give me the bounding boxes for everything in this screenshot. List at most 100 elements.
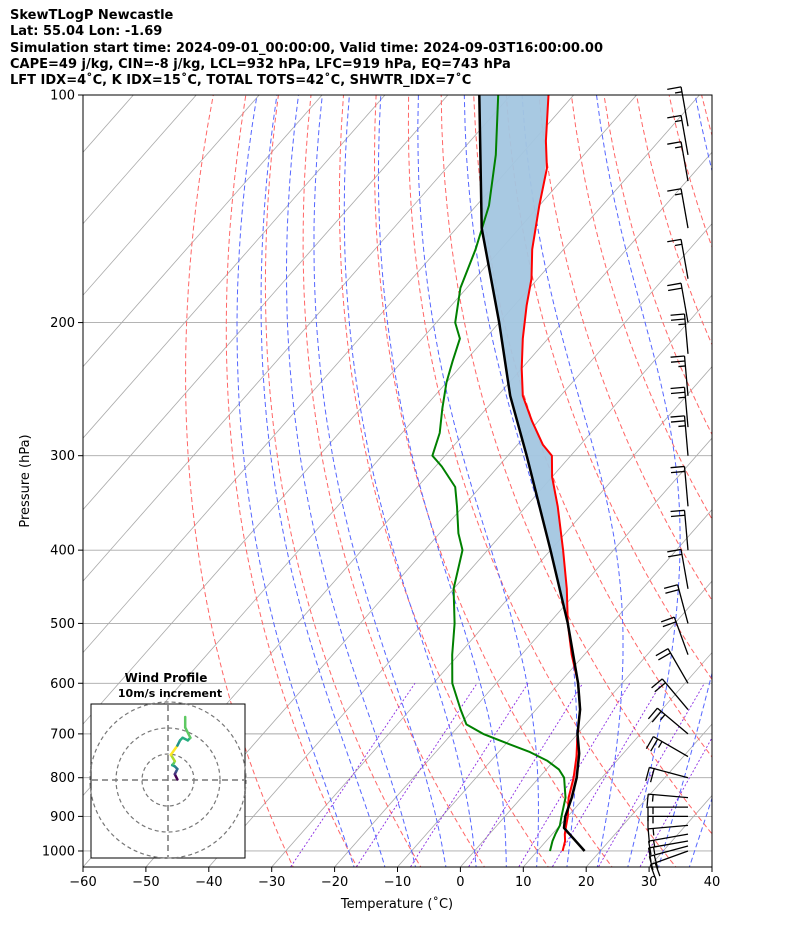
barb-staff — [680, 549, 689, 589]
barb-flag — [668, 553, 683, 558]
barb-flag — [662, 621, 677, 628]
barb-staff — [673, 616, 689, 655]
barb-flag — [651, 678, 663, 689]
barb-staff — [661, 678, 689, 710]
wind-barb — [670, 465, 689, 507]
moist-adiabat-line — [260, 95, 386, 867]
moist-adiabat-line — [236, 95, 355, 867]
mixing-ratio-line — [639, 736, 712, 867]
wind-barb — [670, 415, 689, 456]
barb-staff — [648, 793, 689, 799]
wind-barb — [647, 833, 689, 855]
time-line: Simulation start time: 2024-09-01_00:00:… — [10, 40, 603, 56]
dry-adiabat-line — [373, 95, 613, 867]
wind-barb — [670, 355, 689, 396]
y-tick-label: 800 — [50, 771, 75, 786]
barb-half — [674, 243, 683, 247]
wind-profile-inset: Wind Profile 10m/s increment — [89, 671, 247, 859]
barb-flag — [670, 355, 685, 358]
grid-layer — [83, 78, 794, 870]
chart-header: SkewTLogP Newcastle Lat: 55.04 Lon: -1.6… — [10, 8, 603, 89]
barb-flag — [663, 584, 678, 590]
x-tick-label: −50 — [132, 875, 159, 890]
barb-flag — [670, 318, 686, 321]
barb-flag — [645, 736, 654, 749]
isotherm-line — [459, 580, 712, 867]
mixing-ratio-line — [597, 683, 705, 867]
moist-adiabat-line — [688, 796, 712, 867]
barb-flag — [645, 767, 650, 782]
barb-half — [657, 741, 663, 748]
wind-barb — [667, 548, 689, 589]
y-tick-label: 100 — [50, 89, 75, 104]
barb-flag — [670, 415, 685, 418]
y-tick-label: 300 — [50, 449, 75, 464]
barb-flag — [670, 313, 685, 316]
barb-staff — [683, 313, 689, 354]
wind-barb — [647, 806, 688, 822]
barb-staff — [656, 707, 689, 735]
moist-adiabat-line — [343, 95, 477, 867]
dry-adiabat-line — [668, 95, 712, 249]
wind-barb — [647, 824, 689, 843]
isotherm-line — [145, 223, 712, 867]
barb-staff — [667, 648, 689, 684]
barb-flag — [667, 282, 682, 287]
isotherm-line — [522, 651, 712, 867]
barb-half — [674, 146, 683, 149]
barb-flag — [651, 710, 662, 723]
isotherm-line — [83, 95, 512, 582]
wind-barb — [667, 86, 689, 127]
wind-barbs — [645, 86, 689, 879]
wind-barb — [667, 282, 689, 323]
dry-adiabat-line — [570, 95, 712, 521]
hodo-segment — [169, 744, 179, 756]
barb-flag — [670, 465, 685, 469]
barb-half — [660, 714, 666, 721]
chart-title: SkewTLogP Newcastle — [10, 8, 174, 23]
barb-half — [652, 840, 656, 848]
barb-staff — [680, 188, 689, 229]
barb-staff — [683, 466, 689, 507]
isotherm-line — [334, 437, 712, 867]
dry-adiabat-line — [734, 95, 794, 870]
wind-barb — [645, 735, 689, 758]
barb-flag — [655, 648, 669, 657]
isotherm-line — [83, 95, 449, 511]
isotherm-line — [83, 95, 323, 368]
barb-half — [678, 425, 686, 428]
x-tick-label: −40 — [195, 875, 222, 890]
wind-barb — [651, 678, 689, 710]
barb-flag — [653, 854, 659, 869]
barb-staff — [680, 86, 689, 127]
barb-flag — [658, 652, 671, 661]
barb-staff — [648, 824, 689, 830]
barb-staff — [649, 766, 689, 779]
barb-staff — [683, 355, 689, 396]
barb-flag — [650, 738, 659, 752]
barb-flag — [667, 548, 682, 553]
moist-adiabat-line — [521, 95, 624, 867]
data-layer — [431, 95, 586, 852]
wind-barb — [647, 707, 689, 735]
isotherm-line — [585, 723, 712, 867]
y-tick-label: 400 — [50, 544, 75, 559]
dewpoint-line — [431, 95, 567, 852]
hodo-ring — [89, 701, 247, 859]
barb-half — [674, 119, 683, 123]
inset-title: Wind Profile — [125, 671, 208, 685]
barb-flag — [646, 794, 649, 809]
barb-flag — [660, 616, 675, 623]
isotherm-line — [772, 78, 794, 870]
dry-adiabat-line — [767, 95, 794, 870]
barb-staff — [683, 510, 689, 551]
x-tick-label: −60 — [69, 875, 96, 890]
barb-flag — [667, 188, 682, 192]
isotherm-line — [271, 366, 712, 867]
cape-area — [479, 95, 581, 734]
isotherm-line — [648, 794, 712, 867]
barb-staff — [648, 833, 689, 842]
barb-flag — [654, 682, 666, 693]
parcel-line — [478, 95, 586, 852]
barb-half — [652, 828, 655, 836]
